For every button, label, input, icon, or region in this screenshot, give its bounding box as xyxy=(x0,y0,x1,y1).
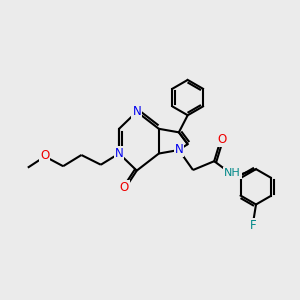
Text: N: N xyxy=(115,147,124,160)
Text: O: O xyxy=(40,149,50,162)
Text: N: N xyxy=(175,143,183,157)
Text: NH: NH xyxy=(224,168,241,178)
Text: O: O xyxy=(218,133,227,146)
Text: F: F xyxy=(250,219,257,232)
Text: O: O xyxy=(119,181,129,194)
Text: N: N xyxy=(132,105,141,118)
